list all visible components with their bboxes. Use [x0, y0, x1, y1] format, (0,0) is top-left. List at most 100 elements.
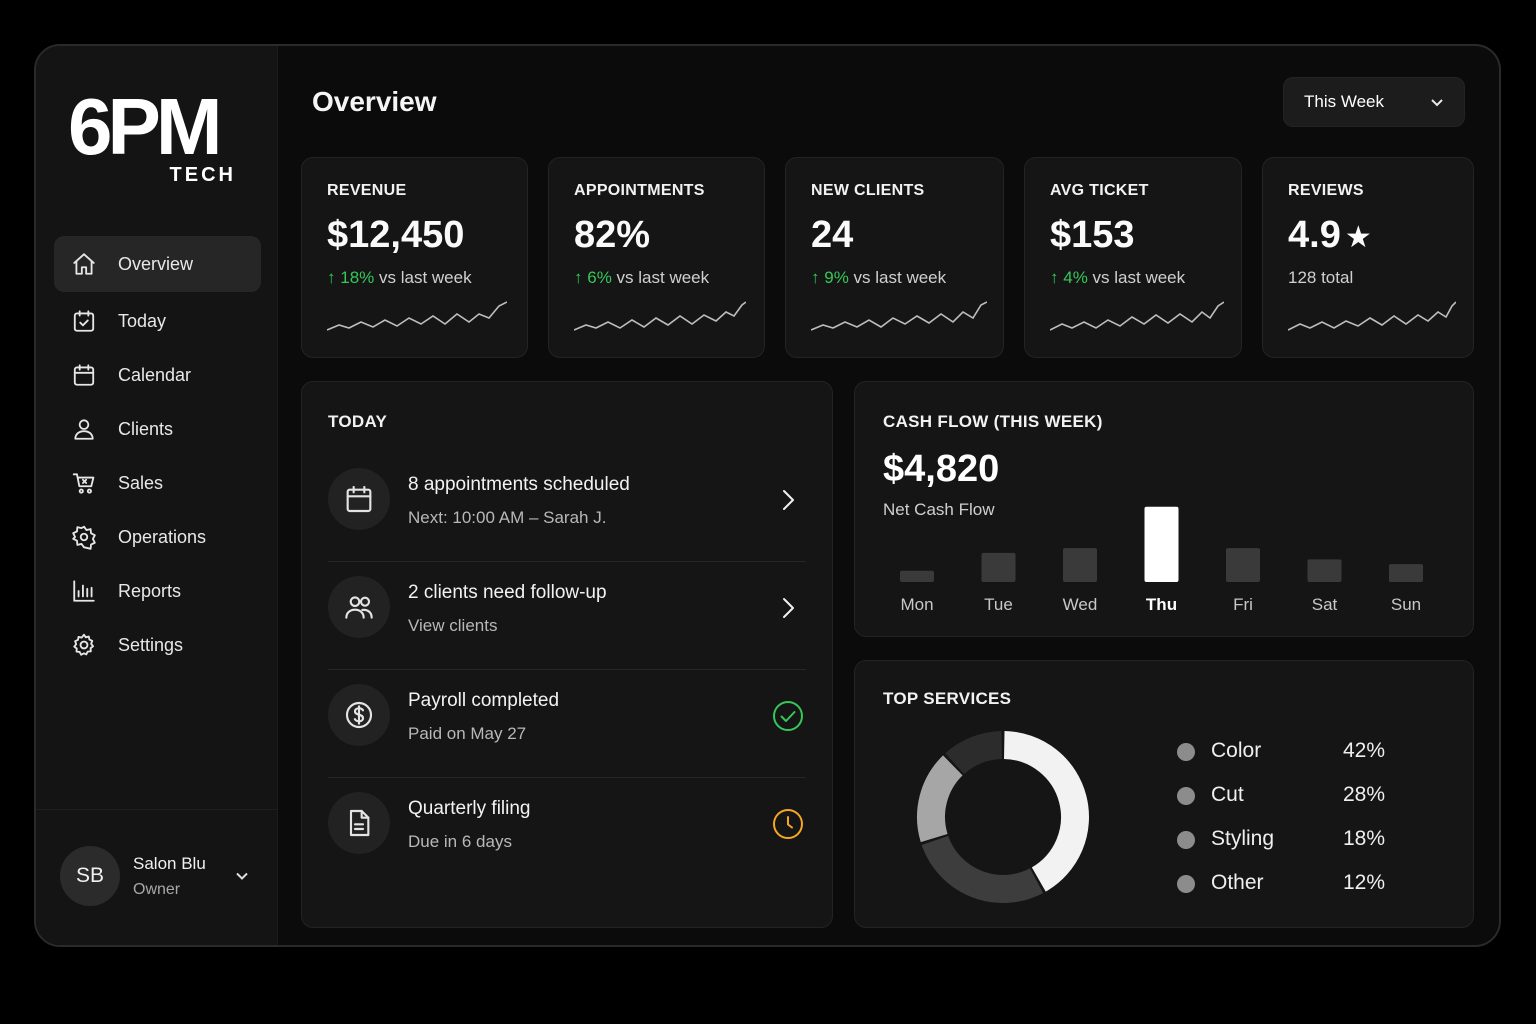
x-tick-label: Thu [1146, 595, 1177, 614]
kpi-value: $12,450 [327, 214, 465, 256]
kpi-change-value: 6% [587, 268, 612, 287]
arrow-up-icon: ↑ [811, 268, 820, 287]
legend-percent: 42% [1343, 739, 1386, 762]
kpi-card-appointments[interactable]: APPOINTMENTS 82% ↑ 6% vs last week [548, 157, 765, 358]
bar-tue[interactable] [981, 552, 1016, 582]
x-tick-label: Sat [1312, 595, 1338, 614]
x-tick-label: Tue [984, 595, 1013, 614]
sidebar-item-sales[interactable]: Sales [54, 456, 261, 510]
chart-icon [70, 577, 98, 605]
user-icon [70, 415, 98, 443]
kpi-change-suffix: vs last week [616, 268, 710, 287]
sidebar-nav: Overview Today Calendar Clients [54, 236, 261, 672]
task-quarterly-filing[interactable]: Quarterly filing Due in 6 days [328, 778, 806, 886]
sidebar-item-calendar[interactable]: Calendar [54, 348, 261, 402]
legend-name: Color [1211, 739, 1262, 762]
task-title: 8 appointments scheduled [408, 474, 630, 495]
bar-wed[interactable] [1063, 548, 1097, 582]
kpi-change: ↑ 18% vs last week [327, 268, 472, 288]
donut-slice-other[interactable] [945, 731, 1003, 775]
bar-thu[interactable] [1144, 506, 1179, 582]
sidebar-item-label: Settings [118, 634, 184, 655]
legend-dot [1177, 831, 1195, 849]
task-subtitle: Paid on May 27 [408, 724, 527, 743]
date-range-select[interactable]: This Week [1283, 77, 1465, 127]
dollar-icon [328, 684, 390, 746]
legend-percent: 18% [1343, 827, 1386, 850]
chevron-right-icon[interactable] [770, 590, 806, 626]
section-title: TODAY [328, 412, 388, 431]
calendar-check-icon [70, 307, 98, 335]
bar-fri[interactable] [1226, 548, 1260, 582]
kpi-value: 24 [811, 214, 854, 256]
sidebar-item-label: Sales [118, 472, 164, 493]
bar-sun[interactable] [1389, 564, 1423, 582]
task-subtitle: Next: 10:00 AM – Sarah J. [408, 508, 607, 527]
kpi-label: REVIEWS [1288, 182, 1364, 199]
legend-item: Color 42% [1177, 737, 1407, 781]
kpi-card-avg-ticket[interactable]: AVG TICKET $153 ↑ 4% vs last week [1024, 157, 1242, 358]
brand-logo-main: 6PM [68, 82, 223, 171]
chevron-right-icon[interactable] [770, 482, 806, 518]
sidebar-item-overview[interactable]: Overview [54, 236, 261, 292]
bar-sat[interactable] [1307, 559, 1342, 582]
kpi-card-revenue[interactable]: REVENUE $12,450 ↑ 18% vs last week [301, 157, 528, 358]
kpi-change-suffix: vs last week [379, 268, 472, 287]
app-window: 6PM TECH Overview Today Calendar [34, 44, 1501, 947]
sidebar-item-label: Today [118, 310, 167, 331]
legend-dot [1177, 875, 1195, 893]
arrow-up-icon: ↑ [327, 268, 336, 287]
task-title: 2 clients need follow-up [408, 582, 607, 603]
donut-slice-styling[interactable] [917, 755, 963, 843]
brand-logo: 6PM TECH [68, 82, 238, 187]
task-follow-up[interactable]: 2 clients need follow-up View clients [328, 562, 806, 670]
sidebar-item-today[interactable]: Today [54, 294, 261, 348]
cash-flow-bar-chart: Mon Tue Wed Thu Fri Sat Sun [900, 506, 1423, 614]
sparkline [574, 300, 746, 336]
kpi-change-value: 9% [824, 268, 849, 287]
check-circle-icon [770, 698, 806, 734]
task-appointments[interactable]: 8 appointments scheduled Next: 10:00 AM … [328, 454, 806, 562]
user-role: Owner [133, 881, 181, 898]
bar-mon[interactable] [900, 570, 934, 582]
page-title: Overview [312, 86, 437, 117]
arrow-up-icon: ↑ [1050, 268, 1059, 287]
top-services-panel: TOP SERVICES Color 42% Cut 28% Styling 1… [854, 660, 1474, 928]
sidebar-item-settings[interactable]: Settings [54, 618, 261, 672]
sparkline [327, 300, 507, 336]
legend-name: Other [1211, 871, 1264, 894]
sidebar-item-operations[interactable]: Operations [54, 510, 261, 564]
user-name: Salon Blu [133, 854, 206, 873]
task-subtitle: View clients [408, 616, 498, 635]
x-tick-label: Fri [1233, 595, 1253, 614]
legend-name: Styling [1211, 827, 1275, 850]
legend-item: Cut 28% [1177, 781, 1407, 825]
sidebar-item-clients[interactable]: Clients [54, 402, 261, 456]
sidebar-item-reports[interactable]: Reports [54, 564, 261, 618]
kpi-label: NEW CLIENTS [811, 182, 925, 199]
chevron-down-icon[interactable] [232, 866, 252, 886]
legend-percent: 12% [1343, 871, 1386, 894]
x-tick-label: Mon [900, 595, 933, 614]
users-icon [328, 576, 390, 638]
kpi-card-new-clients[interactable]: NEW CLIENTS 24 ↑ 9% vs last week [785, 157, 1004, 358]
sidebar-item-label: Clients [118, 418, 174, 439]
avatar: SB [60, 846, 120, 906]
kpi-card-reviews[interactable]: REVIEWS 4.9 ★ 128 total [1262, 157, 1474, 358]
user-profile[interactable]: SB Salon Blu Owner [36, 809, 278, 945]
arrow-up-icon: ↑ [574, 268, 583, 287]
task-payroll[interactable]: Payroll completed Paid on May 27 [328, 670, 806, 778]
sidebar-item-label: Operations [118, 526, 207, 547]
cash-flow-value: $4,820 [883, 448, 1000, 490]
legend-percent: 28% [1343, 783, 1386, 806]
calendar-icon [328, 468, 390, 530]
kpi-change: ↑ 4% vs last week [1050, 268, 1185, 288]
donut-slice-cut[interactable] [921, 835, 1044, 903]
task-title: Payroll completed [408, 690, 560, 711]
donut-slice-color[interactable] [1003, 731, 1089, 892]
sparkline [1050, 300, 1224, 336]
clock-icon [770, 806, 806, 842]
gear-icon [70, 631, 98, 659]
legend-item: Styling 18% [1177, 825, 1407, 869]
section-title: TOP SERVICES [883, 689, 1012, 708]
